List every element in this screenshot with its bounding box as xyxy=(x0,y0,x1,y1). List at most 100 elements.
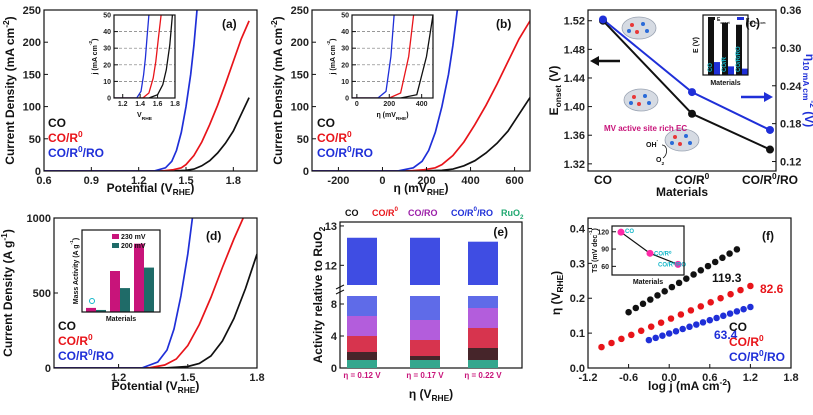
y-tick-label: 250 xyxy=(23,5,41,17)
group-label: η = 0.12 V xyxy=(343,371,381,380)
data-point-0 xyxy=(675,279,683,287)
legend-item: CO/R0 xyxy=(317,129,352,145)
annotation-o2: O2 xyxy=(656,157,664,167)
inset-legend-swatch xyxy=(112,234,119,239)
x-tick-label: 0.6 xyxy=(36,175,51,187)
inset-bar-eta xyxy=(714,62,720,75)
inset-legend-label: 230 mV xyxy=(121,234,146,241)
data-point-1 xyxy=(716,294,725,302)
series-line-2 xyxy=(44,10,198,171)
data-point-1 xyxy=(617,335,626,343)
series-line-2 xyxy=(312,10,459,171)
x-axis-label: Potential (VRHE) xyxy=(112,379,200,395)
inset-legend-label: 200 mV xyxy=(121,243,146,250)
x-category-label: CO xyxy=(594,173,612,187)
inset-frame xyxy=(611,225,685,276)
inset-y-label: j (mA cm-2) xyxy=(88,38,99,75)
slope-label: 119.3 xyxy=(712,271,742,285)
data-point-1 xyxy=(736,286,745,294)
data-point-0 xyxy=(660,287,669,296)
x-tick-label: 200 xyxy=(417,175,435,187)
panel-f: -1.2 -0.6 0.0 0.6 1.2 1.8 0.0 0.1 0.2 0.3 0.4 log j… xyxy=(549,217,799,393)
annotation-curve xyxy=(661,144,668,159)
legend-item: CO xyxy=(58,319,76,333)
inset-series-group xyxy=(352,15,433,98)
y-tick-label: 0.1 xyxy=(570,328,585,340)
series-title-label: CO/RO xyxy=(408,208,438,218)
inset-y-tick-label: 120 xyxy=(597,229,609,236)
inset-y-tick-label: 10 xyxy=(103,79,111,86)
particle-dot xyxy=(645,29,649,33)
bar-segment xyxy=(468,360,498,368)
inset-x-label: Materials xyxy=(710,80,740,87)
inset-legend-label: Eonset xyxy=(717,17,731,25)
inset-y-label: E (V) xyxy=(693,37,700,53)
slope-label: 63.4 xyxy=(714,328,738,342)
inset-x-tick-label: 1.4 xyxy=(135,101,145,108)
y-tick-label: 0 xyxy=(45,363,51,375)
x-axis-label: log j (mA cm-2) xyxy=(648,377,731,393)
inset-bar-label: CO/R/RO xyxy=(736,46,742,72)
inset-line-1 xyxy=(352,15,415,98)
x-axis-label: η (mVRHE) xyxy=(393,181,448,197)
y-tick-label-top: 12 xyxy=(325,260,337,272)
legend-item: CO/R0/RO xyxy=(58,347,114,363)
inset-legend-label: η10 mA cm xyxy=(746,17,765,25)
data-point-1 xyxy=(597,343,606,351)
y-tick-label: 200 xyxy=(23,37,41,49)
data-point-0 xyxy=(704,262,712,270)
x-axis-label: η (VRHE) xyxy=(409,387,453,403)
inset-x-tick-label: 1.8 xyxy=(170,101,180,108)
y2-tick-label: 0.18 xyxy=(780,119,801,131)
x-tick-label: 1.2 xyxy=(131,175,146,187)
inset-x-label: VRHE xyxy=(137,112,153,122)
data-point-1 xyxy=(677,310,685,319)
panel-label: (f) xyxy=(762,229,774,243)
axis-break xyxy=(335,289,345,295)
inset-x-label: η (mVRHE) xyxy=(376,112,408,122)
y2-tick-label: 0.30 xyxy=(780,43,801,55)
data-point-0 xyxy=(624,308,633,316)
y-tick-label: 250 xyxy=(291,5,309,17)
particle-dot xyxy=(632,95,636,99)
y-axis-label: η (VRHE) xyxy=(549,271,565,315)
data-point-1 xyxy=(697,302,705,311)
data-point-2 xyxy=(706,316,714,324)
data-point-0 xyxy=(711,258,719,266)
y-tick-label: 0 xyxy=(303,166,309,178)
data-point-0 xyxy=(646,295,655,304)
panel-label: (e) xyxy=(493,225,508,239)
data-point-2 xyxy=(645,336,653,344)
data-point-2 xyxy=(699,318,707,327)
inset-x-tick-label: 400 xyxy=(416,101,428,108)
data-point-eonset xyxy=(688,109,696,118)
data-point-0 xyxy=(639,300,647,308)
x-tick-label: 0.9 xyxy=(84,175,99,187)
data-point-2 xyxy=(719,312,728,320)
y-tick-label: 1.48 xyxy=(564,44,585,56)
y-axis-label: Eonset (V) xyxy=(547,66,563,116)
inset-bar-eonset xyxy=(722,22,728,75)
y-tick-label: 50 xyxy=(297,134,309,146)
data-point-2 xyxy=(746,303,755,311)
data-point-1 xyxy=(607,339,616,347)
data-point-0 xyxy=(697,266,705,275)
y-axis-label: Current Density (mA cm-2) xyxy=(269,16,285,164)
x-tick-label: 1.2 xyxy=(111,372,126,384)
inset-bar-230mv xyxy=(110,271,120,312)
inset-legend-swatch xyxy=(112,243,119,248)
data-point-0 xyxy=(733,245,741,254)
y-tick-label: 1.52 xyxy=(564,16,585,28)
inset-point-label: CO/R⁰/RO xyxy=(658,261,686,268)
inset-frame xyxy=(702,14,749,76)
bar-segment-top xyxy=(468,241,498,285)
particle-dot xyxy=(647,101,651,105)
y-axis-label: Activity relative to RuO2 xyxy=(311,226,327,363)
data-point-2 xyxy=(651,334,660,342)
y-tick-label: 150 xyxy=(291,69,309,81)
inset-point-label: CO xyxy=(625,229,634,235)
y2-tick-label: 0.36 xyxy=(780,5,801,17)
data-point-2 xyxy=(733,307,741,316)
data-point-eta xyxy=(688,88,696,97)
y-tick-label: 150 xyxy=(23,69,41,81)
